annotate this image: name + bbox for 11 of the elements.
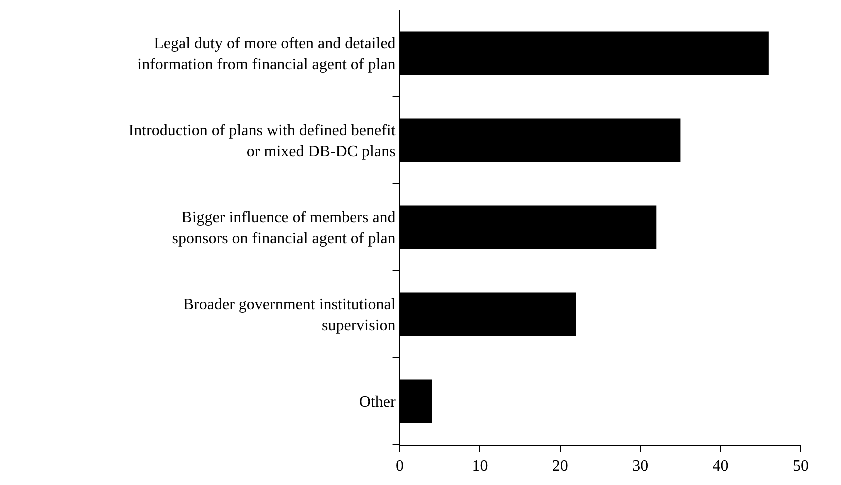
- y-tick-label: Bigger influence of members and sponsors on financial agent of plan: [172, 210, 396, 248]
- x-tick-label: 30: [632, 458, 649, 476]
- x-tick-label: 10: [472, 458, 488, 476]
- x-tick-label: 20: [552, 458, 568, 476]
- y-tick-label: Introduction of plans with defined benefit or mixed DB-DC plans: [128, 122, 396, 160]
- x-tick-label: 0: [396, 458, 404, 476]
- y-tick-label: Other: [359, 394, 396, 412]
- x-tick-label: 40: [712, 458, 729, 476]
- y-tick-label: Broader government institutional supervision: [183, 296, 396, 334]
- y-tick-label: Legal duty of more often and detailed information from financial agent of plan: [138, 36, 396, 74]
- x-tick-label: 50: [793, 458, 809, 476]
